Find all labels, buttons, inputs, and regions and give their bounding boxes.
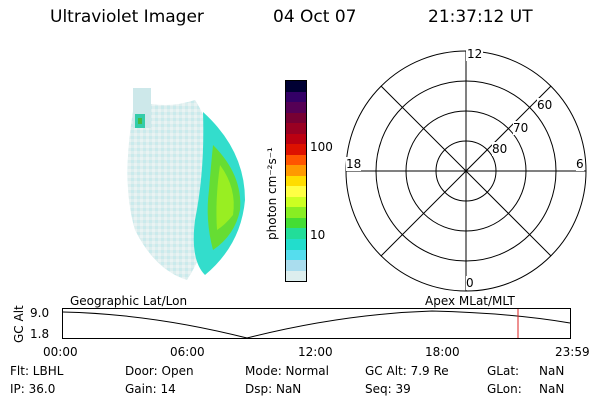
glat-label: GLat: — [487, 364, 520, 378]
green-inner — [216, 165, 234, 230]
polar-label-bottom: 0 — [466, 276, 474, 290]
colorbar-swatch — [286, 249, 306, 261]
colorbar-swatch — [286, 91, 306, 103]
colorbar-swatch — [286, 207, 306, 218]
colorbar-tick-100: 100 — [310, 140, 333, 154]
colorbar-swatch — [286, 228, 306, 239]
glon-label: GLon: — [487, 382, 522, 396]
colorbar-swatch — [286, 102, 306, 113]
colorbar — [285, 80, 307, 282]
seq-field: Seq: 39 — [365, 382, 411, 396]
polar-ring-label-60: 60 — [537, 98, 553, 112]
colorbar-swatch — [286, 112, 306, 124]
timeline-ytick-high: 9.0 — [30, 306, 50, 320]
timeline-ytick-low: 1.8 — [30, 327, 50, 341]
date-label: 04 Oct 07 — [273, 7, 357, 27]
timeline-axis-title: GC Alt — [12, 305, 26, 343]
timeline-right-label: Apex MLat/MLT — [425, 294, 515, 308]
timeline-frame — [62, 308, 571, 339]
timeline-xtick-1: 06:00 — [170, 345, 205, 359]
haze-region — [127, 100, 215, 280]
glon-value: NaN — [539, 382, 565, 396]
altitude-curve — [62, 310, 571, 339]
app-title: Ultraviolet Imager — [50, 7, 204, 27]
colorbar-swatch — [286, 154, 306, 166]
mode-field: Mode: Normal — [245, 364, 329, 378]
gain-field: Gain: 14 — [125, 382, 176, 396]
timeline-plot — [62, 308, 571, 339]
timeline-xtick-2: 12:00 — [298, 345, 333, 359]
timeline-left-label: Geographic Lat/Lon — [70, 294, 188, 308]
colorbar-tick-10: 10 — [310, 228, 326, 242]
time-label: 21:37:12 UT — [428, 7, 533, 27]
polar-label-right: 6 — [576, 157, 584, 171]
filter-field: Flt: LBHL — [10, 364, 64, 378]
polar-label-top: 12 — [466, 47, 484, 61]
timeline-xtick-4: 23:59 — [555, 345, 590, 359]
colorbar-swatch — [286, 165, 306, 176]
dsp-field: Dsp: NaN — [245, 382, 302, 396]
polar-diag-2 — [380, 85, 552, 257]
colorbar-swatch — [286, 144, 306, 155]
colorbar-swatch — [286, 186, 306, 197]
colorbar-swatch — [286, 260, 306, 271]
auroral-image — [127, 88, 245, 280]
colorbar-unit-label: photon cm⁻²s⁻¹ — [265, 147, 279, 240]
colorbar-swatch — [286, 133, 306, 145]
timeline-xtick-3: 18:00 — [425, 345, 460, 359]
colorbar-swatch — [286, 238, 306, 250]
polar-ring-label-70: 70 — [513, 121, 529, 135]
polar-grid — [345, 50, 587, 292]
polar-label-left: 18 — [346, 157, 362, 171]
glat-value: NaN — [539, 364, 565, 378]
polar-ring-label-80: 80 — [492, 142, 508, 156]
colorbar-swatch — [286, 270, 306, 282]
colorbar-swatch — [286, 175, 306, 187]
colorbar-swatch — [286, 123, 306, 134]
timeline-xtick-0: 00:00 — [43, 345, 78, 359]
ip-field: IP: 36.0 — [10, 382, 56, 396]
colorbar-swatch — [286, 81, 306, 92]
door-field: Door: Open — [125, 364, 194, 378]
colorbar-swatch — [286, 196, 306, 208]
gc-alt-field: GC Alt: 7.9 Re — [365, 364, 449, 378]
colorbar-swatch — [286, 217, 306, 229]
top-blob-center — [138, 118, 142, 124]
